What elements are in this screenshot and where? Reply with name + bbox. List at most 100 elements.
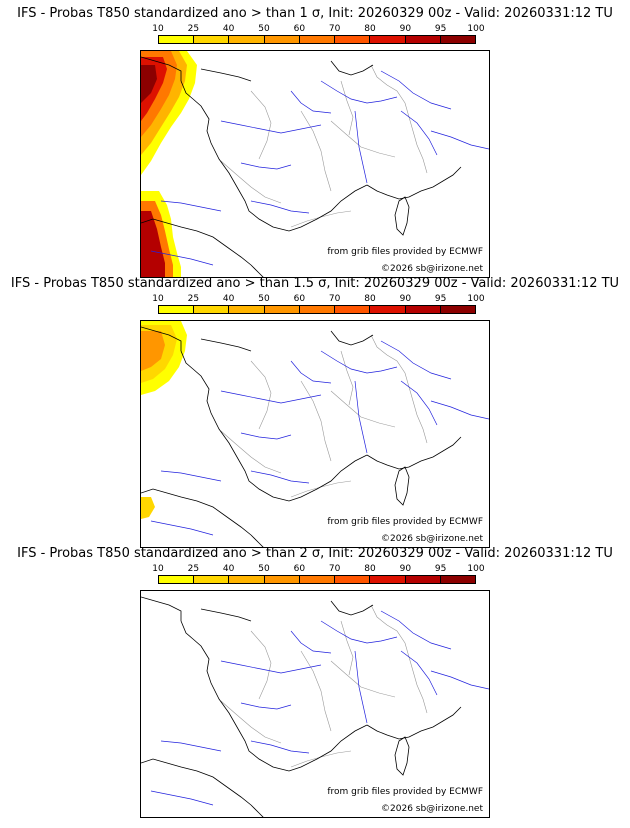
coastline xyxy=(180,80,368,232)
colorbar-segment xyxy=(264,36,300,43)
colorbar-tick-label: 50 xyxy=(258,564,270,574)
colorbar-segment xyxy=(405,36,441,43)
colorbar-tick-label: 25 xyxy=(187,564,200,574)
colorbar-ticks: 10 25 40 50 60 70 80 90 95 100 xyxy=(152,564,484,574)
river xyxy=(220,390,322,404)
colorbar-segment xyxy=(264,576,300,583)
colorbar-segment xyxy=(159,306,195,313)
colorbar-segment xyxy=(370,576,406,583)
colorbar-tick-label: 40 xyxy=(222,24,235,34)
colorbar-segment xyxy=(370,36,406,43)
colorbar-segment xyxy=(159,576,195,583)
colorbar-tick-label: 80 xyxy=(364,294,376,304)
river xyxy=(320,620,398,644)
admin-border xyxy=(300,380,332,462)
colorbar-tick-label: 10 xyxy=(152,24,164,34)
map-panel-3: IFS - Probas T850 standardized ano > tha… xyxy=(0,546,630,822)
admin-border xyxy=(408,386,428,444)
river xyxy=(430,400,489,420)
colorbar-tick-label: 10 xyxy=(152,564,164,574)
coastline xyxy=(200,608,252,622)
coastline xyxy=(141,488,264,547)
colorbar-tick-label: 100 xyxy=(467,294,485,304)
river xyxy=(430,670,489,690)
probability-map: from grib files provided by ECMWF ©2026 … xyxy=(140,50,490,278)
river xyxy=(160,470,222,482)
admin-border xyxy=(300,110,332,192)
river xyxy=(380,340,452,380)
colorbar-segment xyxy=(440,36,475,43)
river xyxy=(380,610,452,650)
colorbar-segment xyxy=(299,306,336,313)
map-panel-2: IFS - Probas T850 standardized ano > tha… xyxy=(0,276,630,552)
river xyxy=(290,360,332,384)
coastline xyxy=(330,330,374,346)
colorbar-tick-label: 25 xyxy=(187,294,200,304)
admin-border xyxy=(408,656,428,714)
colorbar-segment xyxy=(159,36,195,43)
coastline xyxy=(141,218,264,277)
river xyxy=(320,80,398,104)
river xyxy=(150,250,214,266)
panel-title: IFS - Probas T850 standardized ano > tha… xyxy=(17,546,613,561)
colorbar-tick-label: 60 xyxy=(293,24,306,34)
corsica-coastline xyxy=(394,196,410,236)
corsica-coastline xyxy=(394,736,410,776)
admin-border xyxy=(290,210,352,228)
corsica-coastline xyxy=(394,466,410,506)
river xyxy=(150,520,214,536)
river xyxy=(240,432,292,440)
colorbar-tick-label: 90 xyxy=(399,294,412,304)
colorbar-ticks: 10 25 40 50 60 70 80 90 95 100 xyxy=(152,24,484,34)
colorbar-tick-label: 100 xyxy=(467,564,485,574)
copyright-credit: ©2026 sb@irizone.net xyxy=(381,534,483,544)
river xyxy=(240,162,292,170)
admin-border xyxy=(250,360,272,430)
river xyxy=(380,70,452,110)
colorbar-segment xyxy=(440,306,475,313)
coastline xyxy=(366,436,462,470)
river xyxy=(150,790,214,806)
admin-border xyxy=(370,334,410,388)
river xyxy=(400,380,438,426)
colorbar-segment xyxy=(194,36,230,43)
colorbar-tick-label: 70 xyxy=(328,564,341,574)
colorbar-segment xyxy=(335,36,371,43)
river xyxy=(220,120,322,134)
river xyxy=(354,650,368,724)
coastline xyxy=(141,758,264,817)
coastline xyxy=(366,706,462,740)
coastline xyxy=(330,60,374,76)
river xyxy=(220,660,322,674)
river xyxy=(250,740,310,754)
colorbar-segment xyxy=(229,36,265,43)
copyright-credit: ©2026 sb@irizone.net xyxy=(381,804,483,814)
colorbar-tick-label: 70 xyxy=(328,294,341,304)
admin-border xyxy=(330,390,396,428)
source-credit: from grib files provided by ECMWF xyxy=(327,247,483,257)
coastline xyxy=(141,596,182,621)
coastline xyxy=(366,166,462,200)
colorbar xyxy=(158,35,476,44)
colorbar-segment xyxy=(264,306,300,313)
admin-border xyxy=(340,350,354,406)
admin-border xyxy=(290,750,352,768)
colorbar-segment xyxy=(194,576,230,583)
colorbar-segment xyxy=(405,306,441,313)
river xyxy=(400,650,438,696)
river xyxy=(354,110,368,184)
coastline xyxy=(330,600,374,616)
colorbar-segment xyxy=(440,576,475,583)
admin-border xyxy=(250,90,272,160)
admin-border xyxy=(220,700,282,744)
probability-map: from grib files provided by ECMWF ©2026 … xyxy=(140,590,490,818)
river xyxy=(290,630,332,654)
colorbar-tick-label: 90 xyxy=(399,24,412,34)
coastline xyxy=(180,350,368,502)
coastline xyxy=(200,68,252,82)
panel-title: IFS - Probas T850 standardized ano > tha… xyxy=(10,276,620,291)
admin-border xyxy=(330,660,396,698)
colorbar-tick-label: 50 xyxy=(258,24,270,34)
river xyxy=(250,470,310,484)
river xyxy=(160,740,222,752)
